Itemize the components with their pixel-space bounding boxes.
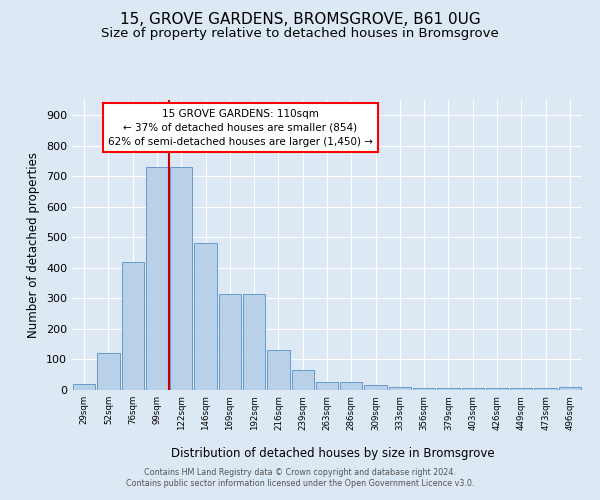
Bar xyxy=(194,244,217,390)
Bar xyxy=(486,388,508,390)
Bar xyxy=(218,294,241,390)
Text: Distribution of detached houses by size in Bromsgrove: Distribution of detached houses by size … xyxy=(171,448,495,460)
Text: 15 GROVE GARDENS: 110sqm
← 37% of detached houses are smaller (854)
62% of semi-: 15 GROVE GARDENS: 110sqm ← 37% of detach… xyxy=(108,108,373,146)
Bar xyxy=(389,387,411,390)
Bar xyxy=(559,387,581,390)
Y-axis label: Number of detached properties: Number of detached properties xyxy=(28,152,40,338)
Bar xyxy=(146,167,168,390)
Text: Size of property relative to detached houses in Bromsgrove: Size of property relative to detached ho… xyxy=(101,28,499,40)
Bar xyxy=(316,382,338,390)
Bar xyxy=(340,382,362,390)
Bar xyxy=(97,354,119,390)
Bar xyxy=(510,388,532,390)
Bar xyxy=(122,262,144,390)
Bar xyxy=(243,294,265,390)
Bar xyxy=(73,384,95,390)
Bar xyxy=(170,167,193,390)
Bar xyxy=(437,388,460,390)
Bar xyxy=(292,370,314,390)
Bar xyxy=(364,386,387,390)
Text: Contains HM Land Registry data © Crown copyright and database right 2024.
Contai: Contains HM Land Registry data © Crown c… xyxy=(126,468,474,487)
Bar xyxy=(461,388,484,390)
Text: 15, GROVE GARDENS, BROMSGROVE, B61 0UG: 15, GROVE GARDENS, BROMSGROVE, B61 0UG xyxy=(119,12,481,28)
Bar xyxy=(267,350,290,390)
Bar xyxy=(413,388,436,390)
Bar xyxy=(535,388,557,390)
